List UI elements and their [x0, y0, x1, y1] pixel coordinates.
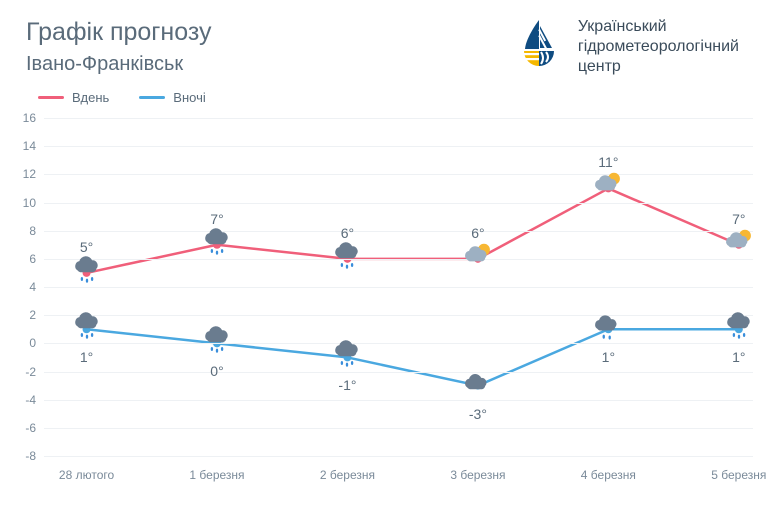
header: Графік прогнозу Івано-Франківськ [26, 18, 212, 76]
gridline [44, 343, 753, 344]
x-tick-label: 4 березня [581, 468, 636, 482]
point-label: 1° [732, 349, 745, 365]
point-label: 1° [602, 349, 615, 365]
legend-day: Вдень [38, 90, 109, 105]
org-name: Український гідрометеорологічний центр [578, 17, 739, 77]
point-label: -1° [338, 377, 356, 393]
meteo-drop-icon [514, 16, 564, 77]
x-tick-label: 2 березня [320, 468, 375, 482]
y-tick-label: 0 [0, 336, 36, 350]
location-subtitle: Івано-Франківськ [26, 53, 212, 76]
point-label: 7° [732, 211, 745, 227]
weather-cloud-rain-icon [200, 225, 234, 264]
point-label: 6° [341, 225, 354, 241]
weather-sun-cloud-icon [722, 225, 756, 264]
weather-night-rain-icon [722, 310, 756, 349]
point-label: 6° [471, 225, 484, 241]
legend-night-label: Вночі [173, 90, 205, 105]
weather-moon-cloud-icon [461, 366, 495, 405]
point-label: 0° [210, 363, 223, 379]
weather-rain-icon [70, 253, 104, 292]
chart-legend: Вдень Вночі [38, 90, 206, 105]
point-label: 11° [598, 154, 618, 170]
point-label: 1° [80, 349, 93, 365]
x-tick-label: 5 березня [711, 468, 766, 482]
y-tick-label: 2 [0, 308, 36, 322]
y-tick-label: 12 [0, 167, 36, 181]
y-tick-label: -4 [0, 393, 36, 407]
point-label: 5° [80, 239, 93, 255]
weather-night-rain-icon [330, 338, 364, 377]
gridline [44, 400, 753, 401]
y-tick-label: -8 [0, 449, 36, 463]
weather-night-rain-icon [200, 324, 234, 363]
gridline [44, 231, 753, 232]
gridline [44, 174, 753, 175]
x-tick-label: 28 лютого [59, 468, 114, 482]
chart-plot-svg [0, 108, 767, 488]
point-label: 7° [210, 211, 223, 227]
gridline [44, 203, 753, 204]
y-tick-label: 16 [0, 111, 36, 125]
weather-sun-cloud-icon [591, 169, 625, 208]
gridline [44, 315, 753, 316]
org-name-line1: Український [578, 17, 739, 37]
y-tick-label: -2 [0, 365, 36, 379]
gridline [44, 372, 753, 373]
y-tick-label: -6 [0, 421, 36, 435]
org-name-line2: гідрометеорологічний [578, 37, 739, 57]
weather-sun-cloud-icon [461, 239, 495, 278]
gridline [44, 259, 753, 260]
y-tick-label: 10 [0, 196, 36, 210]
org-name-line3: центр [578, 57, 739, 77]
y-tick-label: 8 [0, 224, 36, 238]
gridline [44, 118, 753, 119]
legend-day-swatch [38, 96, 64, 99]
weather-moon-rain-icon [591, 310, 625, 349]
page-title: Графік прогнозу [26, 18, 212, 47]
weather-night-rain-icon [70, 310, 104, 349]
point-label: -3° [469, 406, 487, 422]
gridline [44, 146, 753, 147]
y-tick-label: 4 [0, 280, 36, 294]
gridline [44, 456, 753, 457]
legend-night: Вночі [139, 90, 205, 105]
x-tick-label: 3 березня [450, 468, 505, 482]
temperature-chart: -8 -6 -4 -2 0 2 4 6 8 10 12 14 16 28 лютого 1 березня 2… [0, 108, 767, 488]
gridline [44, 287, 753, 288]
legend-day-label: Вдень [72, 90, 109, 105]
gridline [44, 428, 753, 429]
org-logo-block: Український гідрометеорологічний центр [514, 16, 739, 77]
legend-night-swatch [139, 96, 165, 99]
weather-cloud-rain-icon [330, 239, 364, 278]
y-tick-label: 6 [0, 252, 36, 266]
forecast-chart-card: Графік прогнозу Івано-Франківськ [0, 0, 767, 508]
y-tick-label: 14 [0, 139, 36, 153]
x-tick-label: 1 березня [189, 468, 244, 482]
